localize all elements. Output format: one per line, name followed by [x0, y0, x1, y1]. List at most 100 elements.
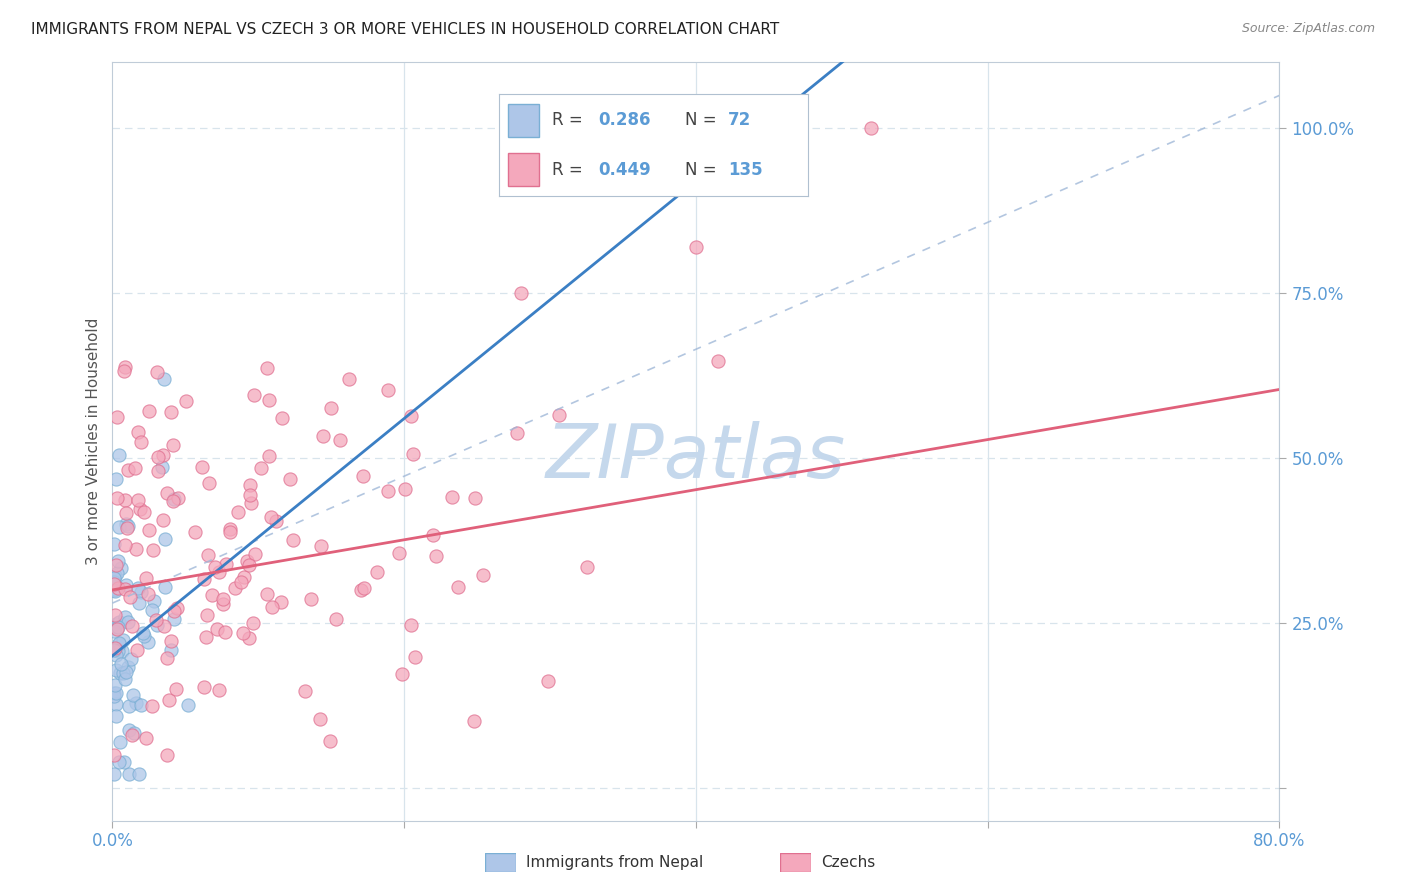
- Point: [103, 571, 125, 585]
- Text: IMMIGRANTS FROM NEPAL VS CZECH 3 OR MORE VEHICLES IN HOUSEHOLD CORRELATION CHART: IMMIGRANTS FROM NEPAL VS CZECH 3 OR MORE…: [31, 22, 779, 37]
- Point: [218, 522, 240, 536]
- Point: [131, 584, 153, 599]
- Point: [160, 642, 183, 657]
- Point: [112, 632, 135, 647]
- Point: [239, 488, 262, 502]
- Point: [121, 652, 143, 666]
- Point: [208, 566, 231, 580]
- Point: [422, 528, 444, 542]
- Point: [399, 617, 422, 632]
- Point: [136, 587, 159, 601]
- Point: [157, 693, 180, 707]
- Text: Source: ZipAtlas.com: Source: ZipAtlas.com: [1241, 22, 1375, 36]
- Point: [108, 735, 131, 749]
- Point: [142, 542, 165, 557]
- Point: [391, 666, 413, 681]
- Point: [153, 533, 176, 547]
- Point: [156, 747, 179, 762]
- Point: [103, 536, 125, 550]
- Point: [319, 733, 342, 747]
- Point: [104, 582, 127, 596]
- Point: [105, 622, 128, 636]
- Point: [233, 570, 256, 584]
- Point: [536, 673, 558, 688]
- Point: [256, 587, 278, 601]
- Point: [110, 657, 132, 671]
- Point: [118, 767, 141, 781]
- Point: [325, 612, 347, 626]
- Point: [105, 472, 128, 486]
- Point: [685, 240, 707, 254]
- Point: [226, 505, 249, 519]
- Point: [238, 558, 260, 573]
- Bar: [509, 153, 540, 186]
- Point: [212, 592, 235, 607]
- Point: [125, 643, 148, 657]
- Point: [129, 698, 152, 712]
- Point: [505, 425, 527, 440]
- Point: [114, 755, 136, 769]
- Point: [193, 572, 215, 586]
- Point: [229, 575, 252, 590]
- Point: [103, 747, 125, 762]
- Point: [127, 492, 149, 507]
- Point: [117, 660, 139, 674]
- Point: [294, 683, 316, 698]
- Point: [156, 651, 179, 665]
- Text: Czechs: Czechs: [821, 855, 876, 870]
- Point: [107, 581, 129, 595]
- Point: [107, 410, 129, 425]
- Point: [103, 643, 125, 657]
- Point: [117, 723, 139, 738]
- Text: R =: R =: [551, 112, 588, 129]
- Point: [195, 607, 218, 622]
- Point: [107, 620, 129, 634]
- Point: [195, 630, 218, 644]
- Point: [121, 619, 143, 633]
- Point: [124, 460, 146, 475]
- Point: [309, 712, 332, 726]
- Text: 0.286: 0.286: [598, 112, 651, 129]
- Point: [463, 714, 485, 728]
- Point: [103, 577, 125, 591]
- Point: [394, 482, 416, 496]
- Point: [399, 409, 422, 424]
- Point: [108, 636, 131, 650]
- Point: [167, 491, 190, 505]
- Point: [128, 596, 150, 610]
- Point: [404, 650, 426, 665]
- Point: [271, 411, 294, 425]
- Point: [299, 591, 322, 606]
- Point: [146, 618, 169, 632]
- Point: [114, 538, 136, 552]
- Point: [141, 603, 163, 617]
- Point: [352, 468, 374, 483]
- Point: [148, 464, 170, 478]
- Point: [198, 476, 221, 491]
- Point: [143, 594, 166, 608]
- Point: [104, 620, 127, 634]
- Point: [200, 588, 222, 602]
- Text: 72: 72: [728, 112, 751, 129]
- Text: N =: N =: [685, 161, 721, 178]
- Point: [138, 523, 160, 537]
- Point: [115, 521, 138, 535]
- Point: [129, 434, 152, 449]
- Point: [471, 567, 494, 582]
- Point: [239, 477, 262, 491]
- Point: [103, 685, 125, 699]
- Point: [177, 698, 200, 712]
- Point: [319, 401, 342, 415]
- Point: [464, 491, 486, 506]
- Point: [440, 490, 463, 504]
- Point: [366, 566, 388, 580]
- Point: [707, 353, 730, 368]
- Point: [174, 393, 197, 408]
- Point: [114, 610, 136, 624]
- Point: [193, 680, 215, 694]
- Point: [117, 615, 139, 630]
- Text: R =: R =: [551, 161, 588, 178]
- Point: [110, 560, 132, 574]
- Point: [256, 361, 278, 376]
- Point: [117, 519, 139, 533]
